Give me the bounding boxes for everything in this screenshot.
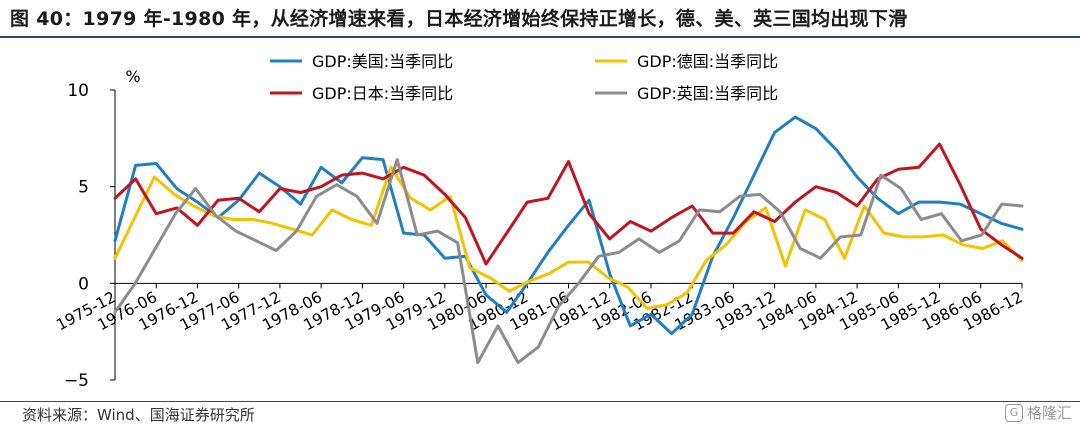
legend-label: GDP:日本:当季同比 bbox=[312, 84, 453, 103]
series-line bbox=[113, 165, 1024, 310]
line-chart: −50510%1975-121976-061976-121977-061977-… bbox=[53, 52, 1026, 391]
legend-label: GDP:美国:当季同比 bbox=[312, 52, 453, 71]
legend-label: GDP:德国:当季同比 bbox=[637, 52, 778, 71]
chart-legend: GDP:美国:当季同比 GDP:德国:当季同比 GDP:日本:当季同比 GDP:英国:… bbox=[270, 52, 778, 103]
y-tick-label: 0 bbox=[78, 274, 89, 294]
watermark: G 格隆汇 bbox=[1004, 402, 1072, 423]
figure-title: 图 40：1979 年-1980 年，从经济增速来看，日本经济增始终保持正增长，… bbox=[10, 8, 908, 30]
title-bar: 图 40：1979 年-1980 年，从经济增速来看，日本经济增始终保持正增长，… bbox=[0, 0, 1080, 38]
legend-label: GDP:英国:当季同比 bbox=[637, 84, 778, 103]
source-divider bbox=[0, 401, 1080, 402]
series-line bbox=[113, 142, 1024, 266]
y-tick-label: −5 bbox=[64, 371, 89, 391]
watermark-text: 格隆汇 bbox=[1026, 404, 1072, 422]
source-note: 资料来源：Wind、国海证券研究所 bbox=[22, 406, 255, 424]
title-divider bbox=[0, 36, 1080, 38]
y-tick-label: 5 bbox=[78, 178, 89, 198]
y-axis-unit-label: % bbox=[125, 67, 140, 86]
series-line bbox=[113, 158, 1024, 365]
y-tick-label: 10 bbox=[67, 81, 89, 101]
series-line bbox=[113, 115, 1024, 336]
chart-series bbox=[113, 115, 1024, 365]
watermark-logo-icon: G bbox=[1004, 403, 1023, 422]
